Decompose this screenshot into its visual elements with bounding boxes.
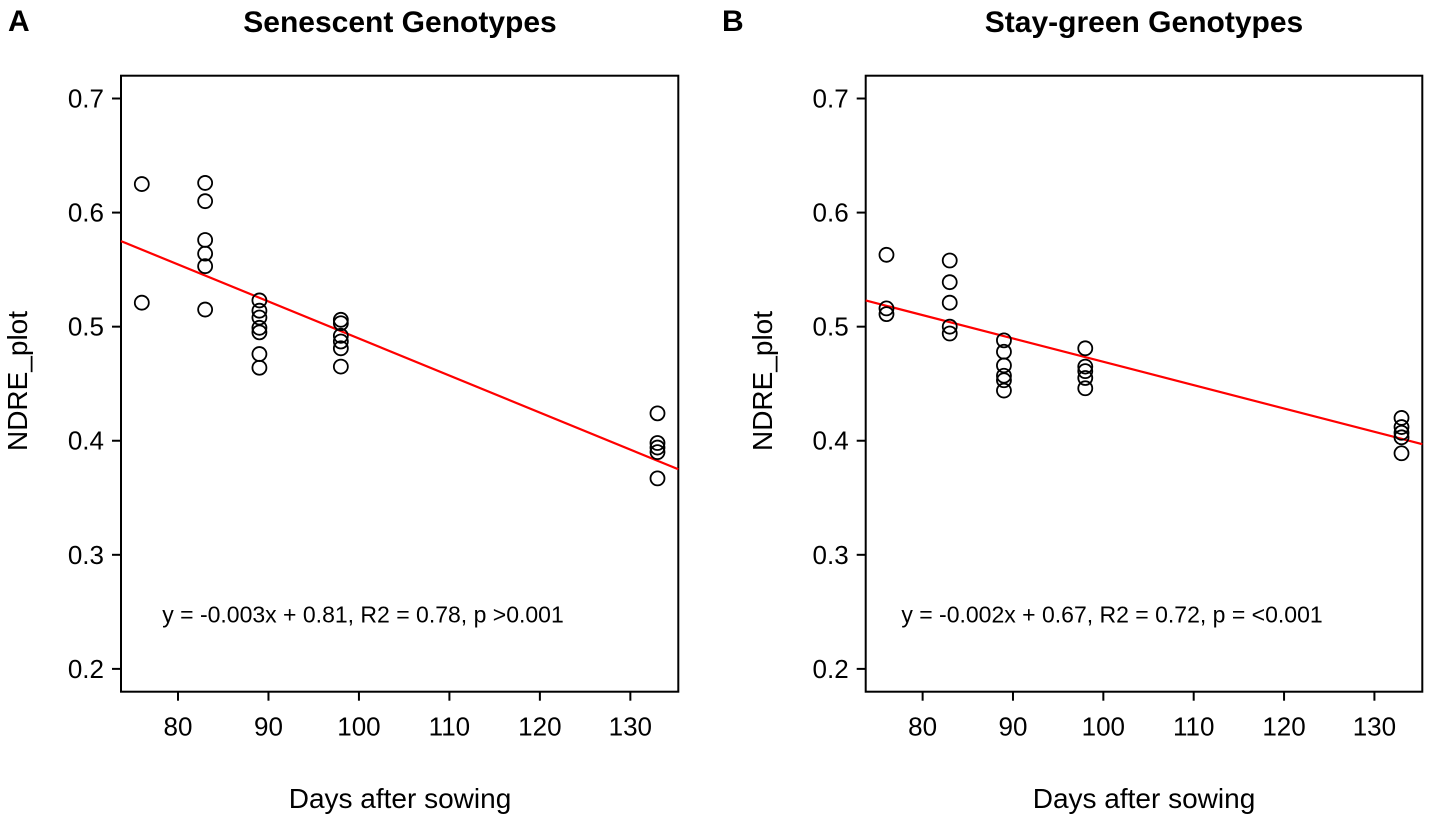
panel-a-data-point	[133, 294, 150, 311]
panel-a-data-point	[649, 435, 666, 451]
panel-b-data-point	[941, 274, 958, 291]
panel-a-data-point	[197, 175, 214, 191]
panel-a-data-point	[332, 311, 349, 328]
panel-a-data-point	[649, 444, 666, 461]
panel-a-y-tick-label: 0.3	[68, 540, 104, 570]
panel-a-data-point	[332, 315, 349, 332]
panel-b-data-point	[996, 382, 1012, 399]
panel-b-data-point	[941, 325, 958, 342]
panel-a-data-point	[197, 232, 214, 248]
panel-b-y-tick-label: 0.3	[813, 540, 849, 570]
panel-b-y-tick-label: 0.7	[813, 84, 849, 114]
panel-b-y-axis-label: NDRE_plot	[747, 310, 778, 452]
panel-a-y-tick-label: 0.5	[68, 312, 104, 342]
panel-a-title: Senescent Genotypes	[243, 6, 557, 39]
panel-b-data-point	[1393, 419, 1410, 435]
panel-b-letter: B	[722, 5, 744, 38]
panel-b-data-point	[1393, 445, 1410, 462]
panel-b-data-point	[941, 318, 958, 335]
panel-a-regression-line	[120, 240, 679, 471]
panel-a-x-tick-label: 120	[518, 712, 561, 742]
panel-b-data-point	[878, 306, 895, 323]
panel-a-data-point	[332, 327, 349, 344]
panel-a-data-point	[251, 302, 268, 319]
panel-a-x-tick-label: 80	[164, 712, 193, 742]
panel-a-x-tick-label: 90	[254, 712, 283, 742]
panel-a-data-point	[251, 346, 268, 362]
panel-a-data-point	[251, 319, 268, 336]
panel-b-data-point	[878, 300, 895, 317]
panel-b-x-axis-label: Days after sowing	[1032, 783, 1256, 814]
panel-a-data-point	[649, 405, 666, 422]
panel-a-data-point	[197, 258, 214, 275]
panel-b-data-point	[1077, 363, 1094, 380]
panel-b-regression-line	[865, 299, 1423, 446]
panel-a-x-axis-label: Days after sowing	[288, 783, 512, 814]
panel-b-data-point	[996, 372, 1012, 389]
panel-a-y-tick-label: 0.7	[68, 84, 104, 114]
panel-a-data-point	[649, 439, 666, 456]
panel-b-annotation: y = -0.002x + 0.67, R2 = 0.72, p = <0.00…	[901, 601, 1323, 628]
panel-a-data-point	[197, 301, 214, 318]
panel-b-data-point	[1077, 340, 1094, 357]
panel-a-data-point	[197, 193, 214, 210]
panel-a-letter: A	[8, 5, 30, 38]
panel-b-x-tick-label: 120	[1262, 712, 1305, 742]
panel-a-data-point	[197, 245, 214, 262]
panel-b-y-tick-label: 0.6	[813, 198, 849, 228]
panel-b-y-tick-label: 0.2	[813, 654, 849, 684]
panel-b-data-point	[1393, 424, 1410, 441]
panel-b-data-point	[1077, 358, 1094, 375]
panel-a-data-point	[332, 340, 349, 357]
panel-a-data-point	[649, 470, 666, 487]
panel-a-plot-box	[120, 74, 680, 693]
panel-b-title: Stay-green Genotypes	[984, 6, 1304, 39]
panel-a-x-tick-label: 110	[429, 712, 470, 742]
panel-b-data-point	[996, 332, 1012, 349]
panel-b-data-point	[941, 252, 958, 269]
panel-a-data-point	[332, 358, 349, 375]
panel-a-y-axis-label: NDRE_plot	[2, 310, 33, 452]
panel-b-data-point	[941, 294, 958, 311]
panel-b-x-tick-label: 90	[999, 712, 1028, 742]
panel-b-data-point	[1077, 380, 1094, 397]
panel-a-data-point	[251, 292, 268, 309]
panel-b-y-tick-label: 0.5	[813, 312, 849, 342]
panel-a-x-tick-label: 100	[337, 712, 380, 742]
panel-a-data-point	[251, 359, 268, 376]
panel-a-y-tick-label: 0.4	[68, 426, 104, 456]
panel-b-x-tick-label: 130	[1353, 712, 1396, 742]
panel-b-x-tick-label: 80	[908, 712, 937, 742]
panel-b-plot-box	[864, 74, 1424, 693]
panel-a-x-tick-label: 130	[609, 712, 652, 742]
panel-a-data-point	[133, 176, 150, 192]
panel-b-y-tick-label: 0.4	[813, 426, 849, 456]
panel-a-annotation: y = -0.003x + 0.81, R2 = 0.78, p >0.001	[162, 601, 564, 628]
panel-b-x-tick-label: 100	[1082, 712, 1125, 742]
panel-b-x-tick-label: 110	[1173, 712, 1214, 742]
panel-a-group: 80 90 100 110 120 130 0.2 0.3 0.4 0.5 0.6 0.7	[68, 74, 680, 742]
panel-a-y-tick-label: 0.6	[68, 198, 104, 228]
panel-b-data-point	[878, 246, 895, 263]
panel-a-data-point	[332, 333, 349, 350]
panel-a-y-tick-label: 0.2	[68, 654, 104, 684]
panel-a-data-point	[251, 324, 268, 341]
panel-b-group: 80 90 100 110 120 130 0.2 0.3 0.4 0.5 0.6 0.7	[813, 74, 1424, 742]
panel-b-data-point	[1393, 429, 1410, 446]
panel-b-data-point	[1077, 370, 1094, 386]
